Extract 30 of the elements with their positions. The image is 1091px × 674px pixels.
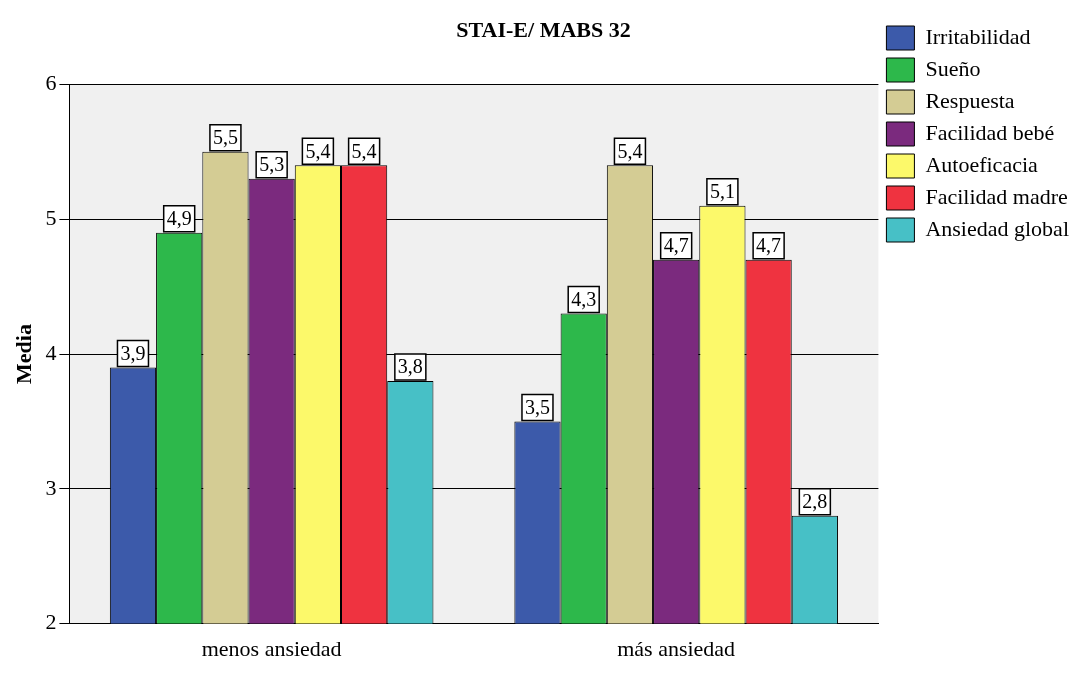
data-label: 3,8 bbox=[397, 355, 423, 378]
data-label: 2,8 bbox=[802, 490, 828, 513]
legend-label: Facilidad madre bbox=[925, 183, 1068, 209]
data-label: 5,5 bbox=[212, 126, 238, 149]
legend-label: Sueño bbox=[925, 55, 981, 81]
data-label: 5,4 bbox=[351, 139, 377, 162]
data-label: 4,9 bbox=[166, 206, 192, 229]
data-label: 5,3 bbox=[259, 153, 285, 176]
data-label: 4,7 bbox=[756, 233, 782, 256]
y-tick-label: 5 bbox=[45, 204, 57, 230]
legend-label: Irritabilidad bbox=[925, 23, 1031, 49]
legend-label: Autoeficacia bbox=[925, 151, 1039, 177]
legend-label: Facilidad bebé bbox=[925, 119, 1055, 145]
x-tick-label: más ansiedad bbox=[617, 635, 736, 661]
data-label: 5,4 bbox=[305, 139, 331, 162]
x-tick-label: menos ansiedad bbox=[201, 635, 342, 661]
y-tick-label: 6 bbox=[45, 70, 57, 96]
data-label: 4,7 bbox=[663, 233, 689, 256]
y-tick-label: 4 bbox=[45, 339, 57, 365]
data-label: 5,4 bbox=[617, 139, 643, 162]
y-tick-label: 2 bbox=[45, 609, 57, 635]
legend-label: Ansiedad global bbox=[925, 215, 1070, 241]
data-label: 3,9 bbox=[120, 341, 146, 364]
data-label: 3,5 bbox=[524, 395, 550, 418]
y-tick-label: 3 bbox=[45, 474, 57, 500]
data-label: 4,3 bbox=[571, 287, 597, 310]
data-label: 5,1 bbox=[709, 179, 735, 202]
legend-label: Respuesta bbox=[925, 87, 1015, 113]
chart-title: STAI-E/ MABS 32 bbox=[456, 16, 631, 42]
y-axis-title: Media bbox=[10, 324, 36, 384]
